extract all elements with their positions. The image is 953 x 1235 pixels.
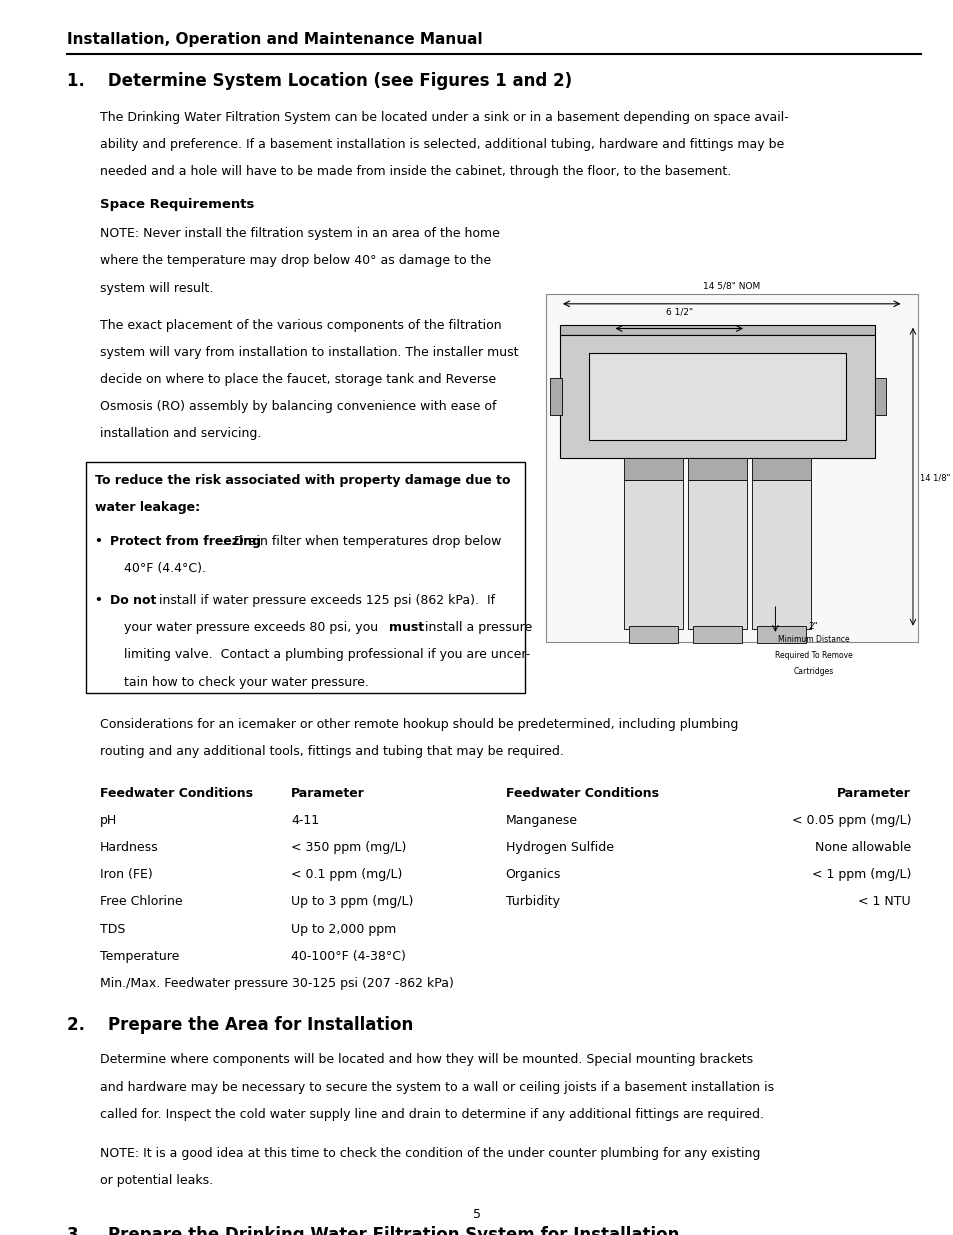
Text: and hardware may be necessary to secure the system to a wall or ceiling joists i: and hardware may be necessary to secure …: [100, 1081, 774, 1094]
Text: where the temperature may drop below 40° as damage to the: where the temperature may drop below 40°…: [100, 254, 491, 268]
Text: pH: pH: [100, 814, 117, 827]
Text: 40°F (4.4°C).: 40°F (4.4°C).: [124, 562, 206, 576]
Text: •: •: [95, 594, 108, 608]
Text: To reduce the risk associated with property damage due to: To reduce the risk associated with prope…: [95, 474, 511, 488]
Text: 3.    Prepare the Drinking Water Filtration System for Installation: 3. Prepare the Drinking Water Filtration…: [67, 1226, 679, 1235]
Bar: [559, 335, 874, 458]
Text: Turbidity: Turbidity: [505, 895, 559, 909]
Text: 5: 5: [473, 1208, 480, 1221]
Text: Minimum Distance: Minimum Distance: [777, 635, 848, 643]
Text: Required To Remove: Required To Remove: [774, 651, 852, 659]
Text: NOTE: It is a good idea at this time to check the condition of the under counter: NOTE: It is a good idea at this time to …: [100, 1147, 760, 1161]
Text: < 0.05 ppm (mg/L): < 0.05 ppm (mg/L): [791, 814, 910, 827]
Text: The Drinking Water Filtration System can be located under a sink or in a basemen: The Drinking Water Filtration System can…: [100, 111, 788, 125]
Text: or potential leaks.: or potential leaks.: [100, 1174, 213, 1188]
Text: Cartridges: Cartridges: [793, 667, 833, 676]
Text: must: must: [389, 621, 424, 635]
Bar: [751, 480, 810, 629]
Text: 2": 2": [808, 622, 818, 631]
Text: < 350 ppm (mg/L): < 350 ppm (mg/L): [291, 841, 406, 855]
Bar: [692, 626, 741, 643]
Text: Up to 3 ppm (mg/L): Up to 3 ppm (mg/L): [291, 895, 413, 909]
Text: ability and preference. If a basement installation is selected, additional tubin: ability and preference. If a basement in…: [100, 138, 783, 152]
Text: Considerations for an icemaker or other remote hookup should be predetermined, i: Considerations for an icemaker or other …: [100, 718, 738, 731]
Text: < 1 ppm (mg/L): < 1 ppm (mg/L): [811, 868, 910, 882]
Text: Free Chlorine: Free Chlorine: [100, 895, 183, 909]
Text: Do not: Do not: [110, 594, 156, 608]
Text: Parameter: Parameter: [837, 787, 910, 800]
Text: install if water pressure exceeds 125 psi (862 kPa).  If: install if water pressure exceeds 125 ps…: [154, 594, 495, 608]
Text: water leakage:: water leakage:: [95, 501, 200, 515]
Text: system will result.: system will result.: [100, 282, 213, 295]
Text: Space Requirements: Space Requirements: [100, 198, 254, 211]
Text: called for. Inspect the cold water supply line and drain to determine if any add: called for. Inspect the cold water suppl…: [100, 1108, 763, 1121]
Text: installation and servicing.: installation and servicing.: [100, 427, 261, 441]
Text: 14 1/8" NOM: 14 1/8" NOM: [919, 473, 953, 482]
Text: routing and any additional tools, fittings and tubing that may be required.: routing and any additional tools, fittin…: [100, 745, 563, 758]
Bar: [623, 458, 682, 480]
Text: Determine where components will be located and how they will be mounted. Special: Determine where components will be locat…: [100, 1053, 753, 1067]
FancyBboxPatch shape: [86, 462, 524, 693]
Bar: [588, 353, 845, 440]
Text: Osmosis (RO) assembly by balancing convenience with ease of: Osmosis (RO) assembly by balancing conve…: [100, 400, 497, 414]
Text: system will vary from installation to installation. The installer must: system will vary from installation to in…: [100, 346, 518, 359]
Text: Installation, Operation and Maintenance Manual: Installation, Operation and Maintenance …: [67, 32, 482, 47]
Text: Organics: Organics: [505, 868, 560, 882]
Text: 1.    Determine System Location (see Figures 1 and 2): 1. Determine System Location (see Figure…: [67, 72, 571, 90]
Bar: [559, 325, 874, 335]
Text: < 0.1 ppm (mg/L): < 0.1 ppm (mg/L): [291, 868, 402, 882]
Text: 4-11: 4-11: [291, 814, 318, 827]
Text: install a pressure: install a pressure: [420, 621, 532, 635]
Text: 14 5/8" NOM: 14 5/8" NOM: [702, 282, 760, 290]
Text: NOTE: Never install the filtration system in an area of the home: NOTE: Never install the filtration syste…: [100, 227, 499, 241]
Text: .  Drain filter when temperatures drop below: . Drain filter when temperatures drop be…: [222, 535, 501, 548]
Bar: [687, 480, 746, 629]
Bar: [545, 294, 917, 642]
Bar: [628, 626, 678, 643]
Bar: [751, 458, 810, 480]
Bar: [687, 458, 746, 480]
Text: Iron (FE): Iron (FE): [100, 868, 152, 882]
Bar: [874, 378, 885, 415]
Text: Min./Max. Feedwater pressure 30-125 psi (207 -862 kPa): Min./Max. Feedwater pressure 30-125 psi …: [100, 977, 454, 990]
Text: Manganese: Manganese: [505, 814, 577, 827]
Text: TDS: TDS: [100, 923, 126, 936]
Text: Protect from freezing: Protect from freezing: [110, 535, 260, 548]
Text: 40-100°F (4-38°C): 40-100°F (4-38°C): [291, 950, 405, 963]
Text: your water pressure exceeds 80 psi, you: your water pressure exceeds 80 psi, you: [124, 621, 382, 635]
Text: limiting valve.  Contact a plumbing professional if you are uncer-: limiting valve. Contact a plumbing profe…: [124, 648, 530, 662]
Text: 6 1/2": 6 1/2": [665, 308, 692, 316]
Text: < 1 NTU: < 1 NTU: [858, 895, 910, 909]
Bar: [550, 378, 561, 415]
Text: The exact placement of the various components of the filtration: The exact placement of the various compo…: [100, 319, 501, 332]
Text: Temperature: Temperature: [100, 950, 179, 963]
Bar: [756, 626, 805, 643]
Bar: [623, 480, 682, 629]
Text: Feedwater Conditions: Feedwater Conditions: [100, 787, 253, 800]
Text: None allowable: None allowable: [814, 841, 910, 855]
Text: Feedwater Conditions: Feedwater Conditions: [505, 787, 658, 800]
Text: Up to 2,000 ppm: Up to 2,000 ppm: [291, 923, 395, 936]
Text: Hardness: Hardness: [100, 841, 158, 855]
Text: Parameter: Parameter: [291, 787, 364, 800]
Text: tain how to check your water pressure.: tain how to check your water pressure.: [124, 676, 369, 689]
Text: decide on where to place the faucet, storage tank and Reverse: decide on where to place the faucet, sto…: [100, 373, 496, 387]
Text: •: •: [95, 535, 108, 548]
Text: Hydrogen Sulfide: Hydrogen Sulfide: [505, 841, 613, 855]
Text: 2.    Prepare the Area for Installation: 2. Prepare the Area for Installation: [67, 1016, 413, 1035]
Text: needed and a hole will have to be made from inside the cabinet, through the floo: needed and a hole will have to be made f…: [100, 165, 731, 179]
